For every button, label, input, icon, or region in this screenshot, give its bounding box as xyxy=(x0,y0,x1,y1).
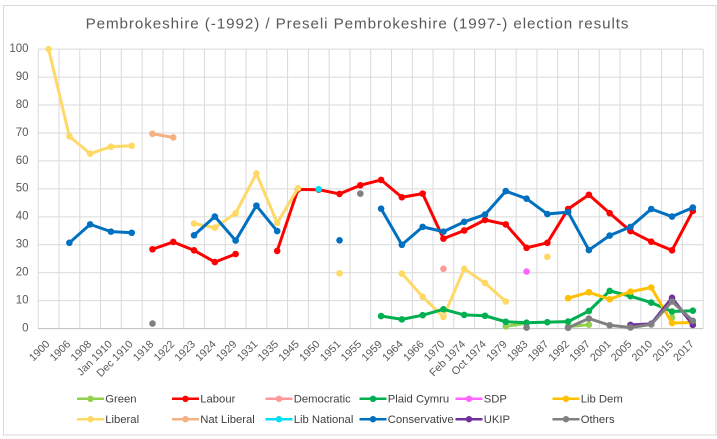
svg-text:0: 0 xyxy=(22,322,28,334)
svg-text:Labour: Labour xyxy=(200,394,235,406)
svg-text:80: 80 xyxy=(16,99,29,111)
svg-text:30: 30 xyxy=(16,239,29,251)
svg-text:60: 60 xyxy=(16,155,29,167)
svg-text:Lib Dem: Lib Dem xyxy=(581,394,623,406)
svg-text:50: 50 xyxy=(16,183,29,195)
svg-text:Lib National: Lib National xyxy=(294,414,354,426)
svg-text:70: 70 xyxy=(16,127,29,139)
svg-text:SDP: SDP xyxy=(484,394,507,406)
svg-text:10: 10 xyxy=(16,295,29,307)
svg-text:100: 100 xyxy=(9,43,28,55)
svg-text:Green: Green xyxy=(105,394,136,406)
svg-text:40: 40 xyxy=(16,211,29,223)
svg-text:Plaid Cymru: Plaid Cymru xyxy=(388,394,450,406)
svg-text:UKIP: UKIP xyxy=(484,414,510,426)
svg-text:Democratic: Democratic xyxy=(294,394,351,406)
svg-text:Nat Liberal: Nat Liberal xyxy=(200,414,255,426)
svg-text:Pembrokeshire (-1992) / Presel: Pembrokeshire (-1992) / Preseli Pembroke… xyxy=(86,15,630,32)
svg-text:90: 90 xyxy=(16,71,29,83)
svg-text:Conservative: Conservative xyxy=(388,414,454,426)
svg-text:Others: Others xyxy=(581,414,615,426)
svg-text:20: 20 xyxy=(16,267,29,279)
svg-text:Liberal: Liberal xyxy=(105,414,139,426)
